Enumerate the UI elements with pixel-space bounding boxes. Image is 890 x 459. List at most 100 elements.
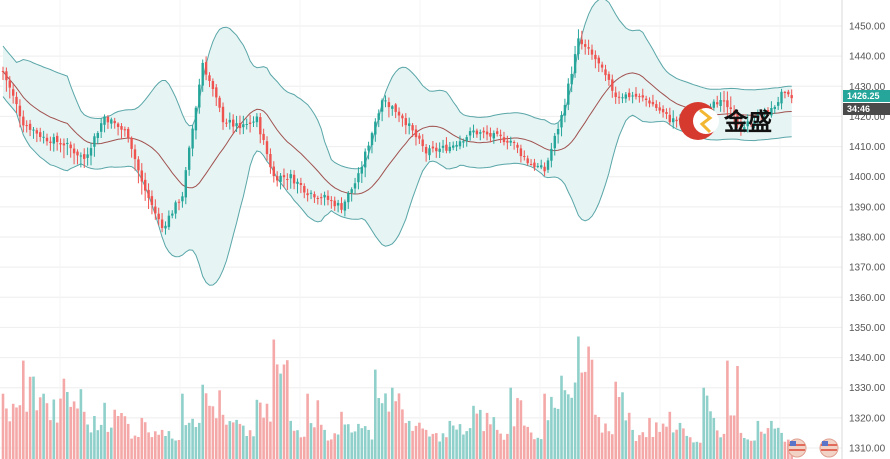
candle-body — [777, 102, 780, 106]
y-tick-label: 1380.00 — [849, 233, 886, 244]
candle-body — [150, 196, 154, 206]
volume-bar — [225, 424, 228, 459]
volume-bar — [191, 418, 194, 459]
y-tick-label: 1370.00 — [849, 263, 886, 274]
candle — [716, 95, 719, 108]
candle-body — [753, 121, 756, 124]
candle — [42, 130, 45, 144]
candle — [570, 66, 573, 93]
volume-bar — [204, 393, 208, 459]
candle — [428, 145, 431, 161]
candle-body — [79, 155, 83, 157]
candle-body — [215, 87, 218, 98]
candle — [448, 142, 451, 154]
candle-body — [763, 110, 766, 115]
volume-bar — [357, 423, 360, 459]
candle-body — [441, 145, 445, 148]
volume-bar — [93, 416, 96, 459]
candle-body — [668, 114, 671, 123]
candle-body — [25, 125, 28, 127]
volume-bar — [529, 432, 533, 459]
candle-body — [648, 100, 651, 104]
candle-body — [787, 91, 790, 95]
candle — [519, 144, 523, 163]
volume-bar — [89, 432, 93, 459]
candle-body — [496, 131, 499, 134]
volume-bar — [567, 394, 570, 459]
candle — [665, 108, 668, 120]
candle-body — [479, 132, 482, 134]
candle — [59, 138, 62, 153]
volume-bar — [523, 425, 526, 459]
candle — [137, 156, 140, 184]
candle — [194, 105, 198, 140]
candle-body — [221, 106, 225, 123]
volume-bar — [729, 415, 733, 459]
candle — [25, 120, 28, 133]
volume-bar — [715, 430, 719, 459]
candle — [123, 126, 127, 137]
candle — [743, 120, 746, 133]
volume-bar — [380, 403, 384, 459]
volume-bar — [211, 406, 215, 459]
y-tick-label: 1310.00 — [849, 444, 886, 455]
candle — [573, 45, 577, 78]
candle-body — [712, 101, 715, 108]
candle-body — [638, 96, 641, 98]
volume-bar — [465, 431, 468, 459]
volume-bar — [516, 398, 519, 459]
candle — [89, 142, 93, 166]
candle — [52, 133, 55, 152]
volume-bar — [458, 424, 462, 459]
candle — [184, 167, 187, 205]
volume-bar — [536, 437, 540, 459]
candle-body — [184, 170, 187, 198]
volume-bar — [116, 416, 120, 459]
volume-bar — [259, 402, 262, 459]
candle — [726, 91, 729, 119]
volume-bar — [712, 417, 716, 459]
current-price-label: 1426.25 — [847, 91, 880, 101]
candle — [577, 29, 580, 60]
candle — [536, 163, 539, 169]
candle — [340, 197, 343, 214]
candle — [45, 133, 49, 146]
candle — [113, 117, 116, 129]
volume-bar — [472, 405, 475, 459]
candle-body — [272, 166, 275, 176]
candle-body — [188, 147, 191, 170]
volume-bar — [255, 399, 259, 459]
candle — [289, 169, 292, 189]
candle-body — [289, 174, 292, 179]
candle — [262, 128, 265, 145]
volume-bar — [120, 413, 123, 459]
candle-body — [15, 96, 18, 105]
us-flag-icon[interactable] — [819, 438, 839, 458]
candle-body — [502, 137, 506, 143]
candle — [560, 111, 563, 137]
current-price-tag: 1426.25 34:46 — [843, 90, 890, 115]
y-tick-label: 1390.00 — [849, 202, 886, 213]
candle-body — [191, 128, 194, 149]
candle-body — [238, 123, 242, 129]
candle-body — [347, 193, 350, 203]
candle — [783, 90, 787, 99]
volume-bar — [110, 427, 113, 459]
y-tick-label: 1410.00 — [849, 142, 886, 153]
volume-bar — [286, 360, 289, 459]
us-flag-icon[interactable] — [787, 438, 807, 458]
volume-bar — [194, 427, 198, 459]
candle — [424, 144, 428, 162]
candle-body — [770, 108, 773, 116]
candle — [509, 136, 512, 146]
candle — [282, 168, 286, 188]
volume-bar — [648, 417, 651, 459]
candle-body — [357, 173, 360, 183]
candle — [360, 161, 363, 183]
candle-body — [174, 202, 177, 214]
candle-body — [204, 62, 208, 75]
candle-body — [330, 200, 333, 202]
candle — [296, 178, 299, 194]
candle — [269, 148, 272, 174]
candle-body — [621, 97, 624, 99]
